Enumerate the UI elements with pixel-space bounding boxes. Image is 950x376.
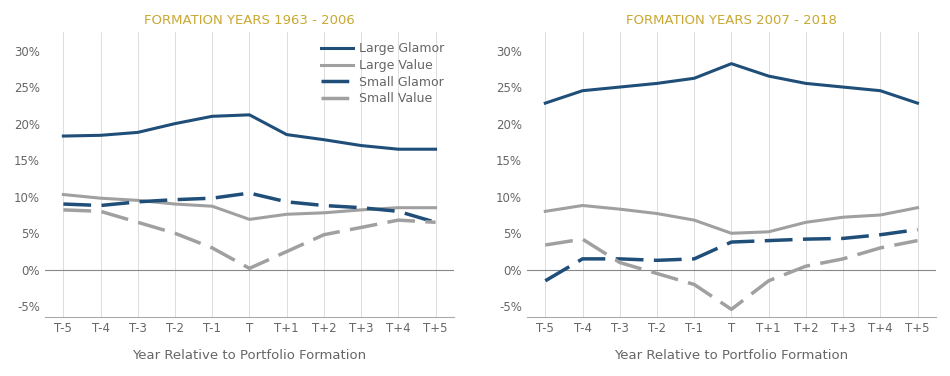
Title: FORMATION YEARS 2007 - 2018: FORMATION YEARS 2007 - 2018 <box>626 14 837 27</box>
Legend: Large Glamor, Large Value, Small Glamor, Small Value: Large Glamor, Large Value, Small Glamor,… <box>317 38 447 109</box>
X-axis label: Year Relative to Portfolio Formation: Year Relative to Portfolio Formation <box>132 349 367 362</box>
Title: FORMATION YEARS 1963 - 2006: FORMATION YEARS 1963 - 2006 <box>144 14 355 27</box>
X-axis label: Year Relative to Portfolio Formation: Year Relative to Portfolio Formation <box>615 349 848 362</box>
